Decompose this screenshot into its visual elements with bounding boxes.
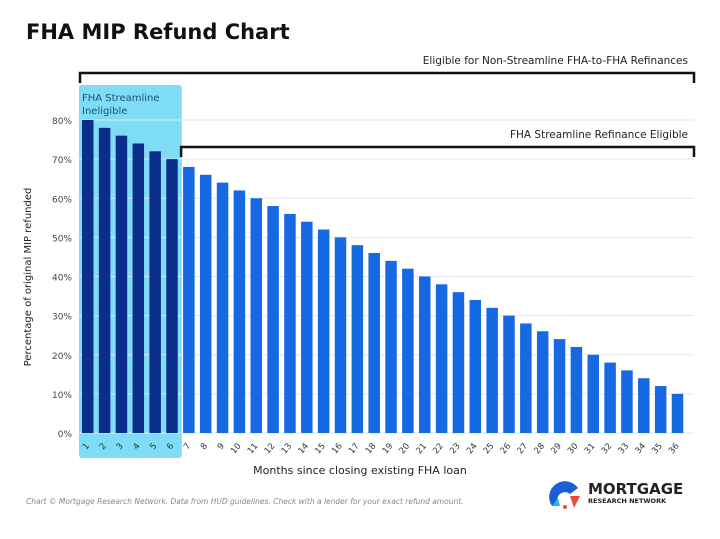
x-tick-label: 17 [347,442,362,457]
x-tick-label: 21 [414,442,429,457]
bar-month-24 [469,299,482,433]
x-tick-label: 32 [600,442,615,457]
y-tick-label: 80% [52,117,72,127]
x-tick-label: 4 [131,442,142,453]
y-tick-label: 10% [52,391,72,401]
bar-month-33 [621,370,633,433]
x-tick-label: 27 [516,442,531,457]
bar-month-4 [132,143,145,433]
non-streamline-label: Eligible for Non-Streamline FHA-to-FHA R… [423,55,688,67]
bar-month-2 [98,127,111,433]
bar-month-13 [284,213,296,433]
x-axis-label: Months since closing existing FHA loan [253,464,467,477]
x-tick-label: 23 [448,442,463,457]
x-tick-label: 3 [115,442,126,453]
logo-line1: MORTGAGE [588,479,684,498]
streamline-bracket [179,145,696,157]
x-tick-label: 13 [280,442,295,457]
y-tick-label: 20% [52,352,72,362]
bar-month-18 [368,253,380,433]
bar-month-9 [216,182,229,433]
x-tick-label: 30 [566,442,581,457]
x-tick-label: 24 [465,442,480,457]
y-axis-label: Percentage of original MIP refunded [23,188,34,367]
bar-month-31 [587,354,599,433]
bar-month-11 [250,198,262,433]
x-tick-label: 20 [398,442,413,457]
bar-month-1 [82,120,94,433]
bar-month-23 [452,292,465,433]
streamline-label: FHA Streamline Refinance Eligible [510,129,688,141]
x-tick-label: 15 [313,442,328,457]
x-tick-label: 12 [263,442,278,457]
bar-month-30 [570,346,583,433]
x-tick-label: 19 [381,442,396,457]
logo-icon [549,481,580,509]
x-tick-label: 31 [583,442,598,457]
bar-month-8 [199,174,212,433]
highlight-label-line1: FHA Streamline [82,93,160,104]
bar-month-12 [267,206,279,433]
x-tick-label: 1 [81,442,92,453]
x-tick-label: 7 [182,442,193,453]
highlight-label-line2: Ineligible [82,106,127,117]
bar-month-32 [604,362,616,433]
x-tick-label: 29 [549,442,564,457]
bar-month-7 [183,166,195,433]
x-tick-label: 26 [499,442,514,457]
bar-month-35 [654,386,667,433]
x-tick-label: 35 [650,442,665,457]
x-tick-label: 36 [667,442,682,457]
bar-month-16 [334,237,347,433]
chart-title: FHA MIP Refund Chart [26,20,290,44]
footer-note: Chart © Mortgage Research Network. Data … [26,497,464,506]
x-tick-label: 34 [633,442,648,457]
bar-month-36 [671,393,684,433]
y-tick-label: 70% [52,156,72,166]
logo-line2: RESEARCH NETWORK [588,496,667,505]
x-tick-label: 6 [165,442,176,453]
bar-month-28 [536,331,549,433]
bar-month-26 [503,315,515,433]
bar-month-21 [419,276,431,433]
bar-month-17 [351,245,364,433]
x-tick-label: 8 [199,442,210,453]
bar-month-34 [638,378,650,433]
y-tick-label: 40% [52,274,72,284]
x-tick-label: 5 [148,442,159,453]
x-tick-label: 33 [617,442,632,457]
bar-month-5 [149,151,161,434]
bar-month-19 [385,260,397,433]
bar-month-6 [166,159,178,433]
bar-month-22 [435,284,448,433]
y-tick-label: 30% [52,313,72,323]
non-streamline-bracket [78,71,696,83]
bar-month-25 [486,307,498,433]
x-tick-label: 16 [330,442,345,457]
x-tick-label: 28 [532,442,547,457]
x-tick-label: 14 [296,442,311,457]
x-tick-label: 2 [98,442,109,453]
bar-month-10 [233,190,246,433]
bar-month-14 [301,221,313,433]
x-tick-label: 25 [482,442,497,457]
mortgage-research-network-logo: MORTGAGE RESEARCH NETWORK [548,476,683,510]
bar-month-15 [317,229,330,433]
x-tick-label: 22 [431,442,446,457]
x-tick-label: 10 [229,442,244,457]
bar-month-29 [553,339,566,433]
bar-month-27 [520,323,532,433]
x-tick-label: 18 [364,442,379,457]
y-tick-label: 0% [58,430,73,440]
bar-month-3 [115,135,128,433]
y-tick-label: 60% [52,195,72,205]
x-tick-label: 11 [246,442,261,457]
bar-month-20 [402,268,414,433]
x-tick-label: 9 [216,442,227,453]
y-tick-label: 50% [52,234,72,244]
